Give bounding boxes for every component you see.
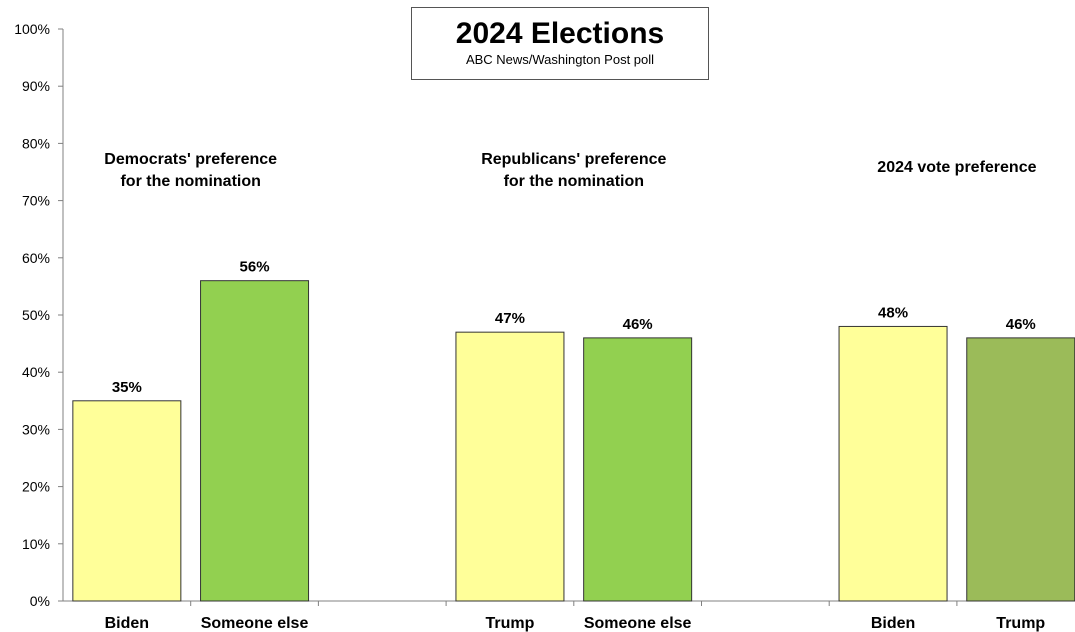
bar-value-label: 35% — [112, 379, 142, 396]
y-tick-label: 30% — [22, 421, 50, 437]
group-title: 2024 vote preference — [877, 159, 1036, 176]
bar-value-label: 46% — [623, 316, 653, 333]
x-category-label: Someone else — [201, 615, 309, 632]
x-category-label: Biden — [871, 615, 915, 632]
y-tick-label: 0% — [30, 593, 50, 609]
bar — [72, 400, 182, 602]
bar — [583, 337, 693, 602]
bar-value-label: 48% — [878, 304, 908, 321]
bar-value-label: 46% — [1006, 316, 1036, 333]
y-tick-label: 10% — [22, 536, 50, 552]
bar — [966, 337, 1075, 602]
x-category-label: Biden — [105, 615, 149, 632]
bar — [838, 325, 948, 602]
chart-title-box: 2024 Elections ABC News/Washington Post … — [411, 7, 709, 80]
chart-subtitle: ABC News/Washington Post poll — [465, 52, 655, 67]
bar — [455, 331, 565, 602]
y-tick-label: 80% — [22, 135, 50, 151]
chart-title: 2024 Elections — [455, 17, 665, 50]
y-tick-label: 60% — [22, 250, 50, 266]
x-category-label: Someone else — [584, 615, 692, 632]
bar — [200, 280, 310, 602]
y-tick-label: 90% — [22, 78, 50, 94]
y-tick-label: 100% — [14, 21, 50, 37]
y-tick-label: 50% — [22, 307, 50, 323]
group-title: for the nomination — [120, 173, 260, 190]
x-category-label: Trump — [996, 615, 1045, 632]
x-category-label: Trump — [486, 615, 535, 632]
y-tick-label: 70% — [22, 193, 50, 209]
bar-value-label: 56% — [240, 259, 270, 276]
group-title: Democrats' preference — [104, 151, 277, 168]
y-tick-label: 40% — [22, 364, 50, 380]
group-title: for the nomination — [504, 173, 644, 190]
y-tick-label: 20% — [22, 479, 50, 495]
bar-value-label: 47% — [495, 310, 525, 327]
group-title: Republicans' preference — [481, 151, 666, 168]
